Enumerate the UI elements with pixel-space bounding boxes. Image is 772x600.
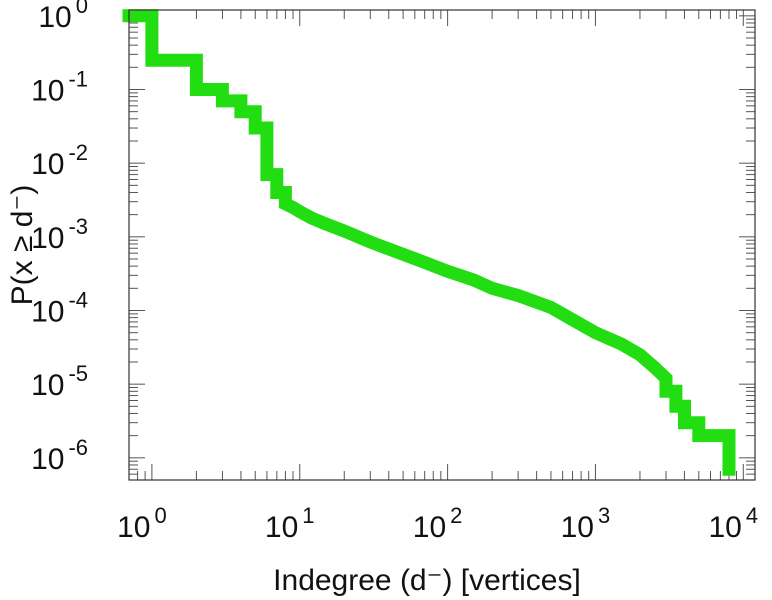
y-tick-label: 10 -2 bbox=[31, 140, 88, 181]
x-axis-title: Indegree (d⁻) [vertices] bbox=[273, 564, 581, 597]
y-tick-label: 10 -4 bbox=[31, 287, 88, 328]
ccdf-series-line bbox=[122, 9, 736, 476]
plot-frame bbox=[128, 9, 756, 481]
x-tick-label: 10 2 bbox=[413, 503, 463, 544]
y-tick-label: 10 0 bbox=[38, 0, 88, 34]
x-tick-label: 10 4 bbox=[708, 503, 758, 544]
x-tick-label: 10 3 bbox=[561, 503, 611, 544]
tick-marks bbox=[128, 10, 755, 481]
y-tick-label: 10 -5 bbox=[31, 361, 88, 402]
y-tick-label: 10 -1 bbox=[31, 66, 88, 107]
tick-labels: 10 0 10 1 10 2 10 3 10 4 10 0 10 -1 10 -2 10 -3 10 -4 10 -5 10… bbox=[31, 0, 758, 544]
x-tick-label: 10 1 bbox=[265, 503, 315, 544]
data-series bbox=[122, 9, 736, 476]
y-axis-title: P(x ≥ d⁻) bbox=[6, 185, 39, 306]
y-tick-label: 10 -6 bbox=[31, 435, 88, 476]
y-tick-label: 10 -3 bbox=[31, 214, 88, 255]
x-tick-label: 10 0 bbox=[117, 503, 167, 544]
